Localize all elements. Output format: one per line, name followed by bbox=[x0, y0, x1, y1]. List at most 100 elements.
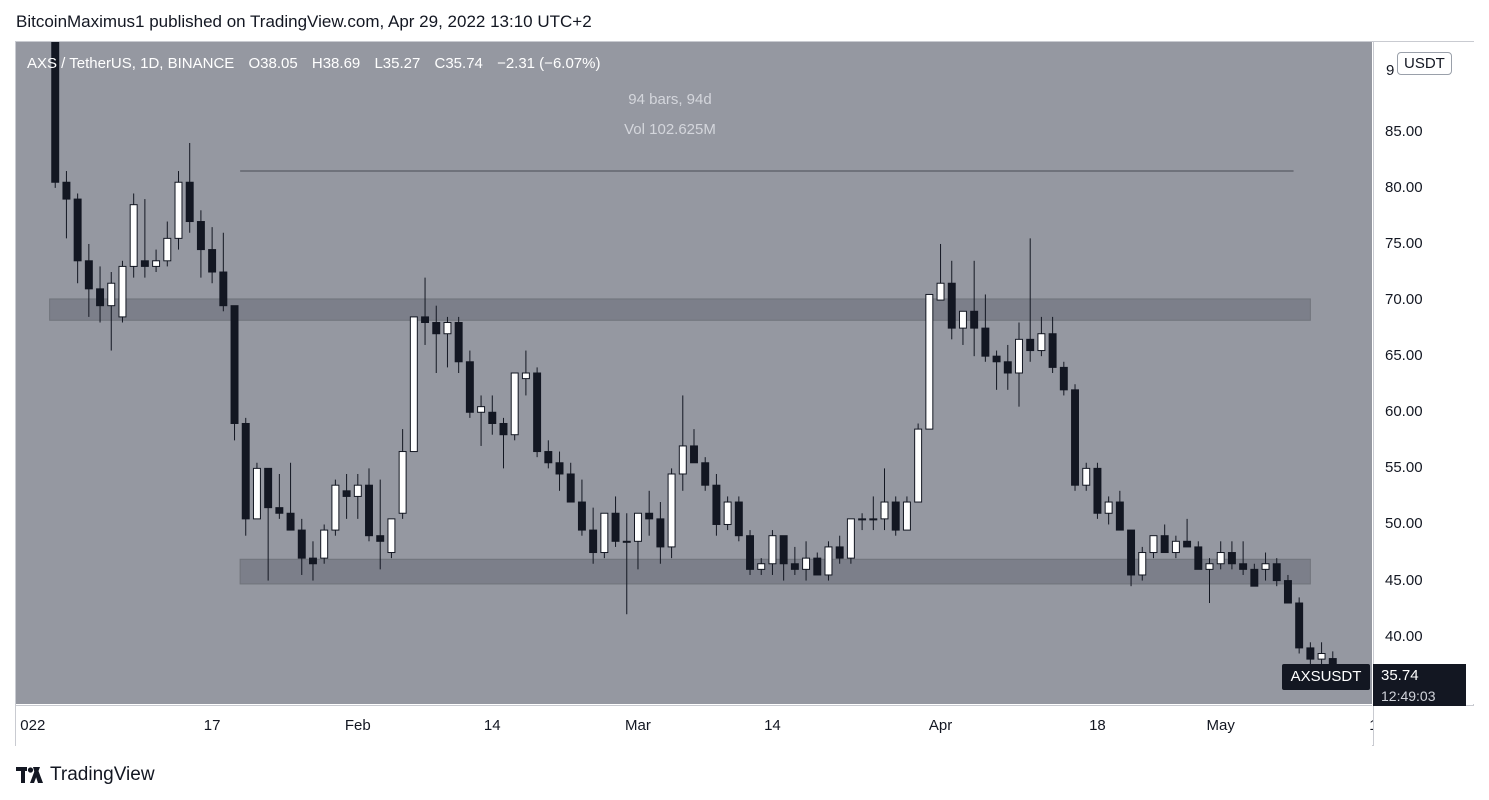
candle-body bbox=[1115, 501, 1124, 531]
tradingview-brand: TradingView bbox=[50, 764, 155, 785]
candle bbox=[891, 496, 900, 536]
candle-body bbox=[488, 411, 497, 424]
candle bbox=[73, 193, 82, 284]
time-tick-label: Apr bbox=[928, 717, 953, 734]
candle bbox=[690, 429, 698, 464]
candle-body bbox=[824, 546, 833, 576]
candle-body bbox=[51, 42, 60, 183]
legend-high-label: H bbox=[311, 55, 323, 72]
candle bbox=[633, 512, 642, 570]
candle bbox=[252, 462, 261, 520]
candle bbox=[869, 496, 878, 531]
time-tick-label: Feb bbox=[344, 717, 371, 734]
candle bbox=[353, 473, 362, 519]
chart-plot-area[interactable] bbox=[16, 42, 1372, 704]
price-tick-label: 45.00 bbox=[1385, 571, 1423, 589]
candle-body bbox=[309, 557, 317, 565]
candle-body bbox=[555, 462, 564, 475]
candle bbox=[286, 462, 295, 531]
candle-body bbox=[129, 204, 138, 267]
candle bbox=[678, 395, 687, 491]
candle-body bbox=[152, 260, 161, 267]
candle bbox=[1183, 518, 1192, 548]
candle bbox=[1071, 384, 1079, 491]
candle bbox=[1272, 558, 1281, 587]
candle-body bbox=[1003, 361, 1012, 374]
candle-body bbox=[802, 557, 811, 570]
price-tick-label: 85.00 bbox=[1385, 122, 1423, 140]
candle bbox=[992, 350, 1001, 390]
candle-body bbox=[600, 512, 609, 554]
candle-body bbox=[230, 305, 239, 424]
time-tick-label: 022 bbox=[20, 717, 46, 734]
candle bbox=[1138, 546, 1147, 581]
candle-body bbox=[1306, 647, 1315, 660]
candle-body bbox=[1295, 602, 1304, 649]
symbol-legend: AXS / TetherUS, 1D, BINANCE O38.05 H38.6… bbox=[27, 55, 600, 72]
candle-body bbox=[73, 198, 82, 262]
axis-corner bbox=[1373, 705, 1474, 746]
candle bbox=[454, 316, 463, 373]
candle-body bbox=[297, 529, 306, 559]
candle-body bbox=[611, 512, 620, 542]
candle-body bbox=[1194, 546, 1203, 570]
candle-body bbox=[275, 507, 284, 514]
candle-body bbox=[1048, 333, 1057, 368]
candle bbox=[140, 199, 149, 278]
candle-body bbox=[757, 563, 766, 570]
candle bbox=[1160, 524, 1169, 554]
candle bbox=[1037, 316, 1046, 357]
candle-body bbox=[701, 462, 710, 486]
price-tick-label: 60.00 bbox=[1385, 403, 1423, 421]
legend-open-value: 38.05 bbox=[260, 55, 298, 72]
tradingview-footer[interactable]: TradingView bbox=[16, 764, 155, 786]
candle-body bbox=[813, 557, 822, 576]
price-tick-label: 80.00 bbox=[1385, 178, 1423, 196]
candle bbox=[521, 350, 530, 396]
price-axis[interactable] bbox=[1373, 42, 1474, 704]
candle bbox=[309, 541, 317, 581]
symbol-price-tag: AXSUSDT bbox=[1282, 664, 1370, 690]
candle bbox=[510, 372, 519, 441]
candle-body bbox=[1227, 552, 1236, 565]
candle bbox=[1048, 316, 1057, 373]
candle bbox=[208, 227, 217, 284]
legend-high-value: 38.69 bbox=[322, 55, 361, 72]
last-price-value: 35.74 bbox=[1381, 667, 1419, 684]
candle-body bbox=[353, 484, 362, 497]
candle-body bbox=[981, 327, 990, 357]
candle bbox=[1205, 558, 1214, 604]
candle-body bbox=[1104, 501, 1113, 514]
candle bbox=[1239, 541, 1248, 575]
candle bbox=[589, 507, 598, 564]
candle-body bbox=[118, 265, 127, 318]
time-axis[interactable] bbox=[16, 705, 1372, 746]
candle bbox=[768, 530, 777, 575]
candle-body bbox=[936, 282, 945, 301]
candle-body bbox=[241, 422, 250, 520]
candle bbox=[1250, 563, 1259, 587]
candle-body bbox=[1283, 580, 1292, 604]
measure-bars-label: 94 bars, 94d bbox=[628, 91, 712, 108]
currency-unit-button[interactable]: USDT bbox=[1397, 52, 1452, 75]
candle-body bbox=[499, 422, 508, 436]
candlestick-chart[interactable] bbox=[16, 42, 1372, 704]
candle-body bbox=[925, 293, 934, 430]
candle bbox=[902, 496, 911, 531]
candle-body bbox=[1026, 338, 1035, 352]
candle bbox=[62, 171, 71, 239]
candle-body bbox=[163, 237, 172, 262]
candle-body bbox=[1138, 552, 1147, 576]
candle bbox=[488, 395, 497, 435]
candle bbox=[129, 193, 138, 278]
candle-body bbox=[1250, 568, 1259, 587]
header-line: BitcoinMaximus1 published on TradingView… bbox=[16, 12, 592, 31]
candle bbox=[196, 210, 205, 278]
candle bbox=[432, 305, 441, 373]
candle-body bbox=[846, 518, 855, 559]
candle bbox=[1059, 361, 1068, 396]
candle-body bbox=[914, 428, 923, 503]
candle-body bbox=[1239, 563, 1248, 570]
price-tick-label: 65.00 bbox=[1385, 347, 1423, 365]
candle bbox=[365, 468, 373, 542]
